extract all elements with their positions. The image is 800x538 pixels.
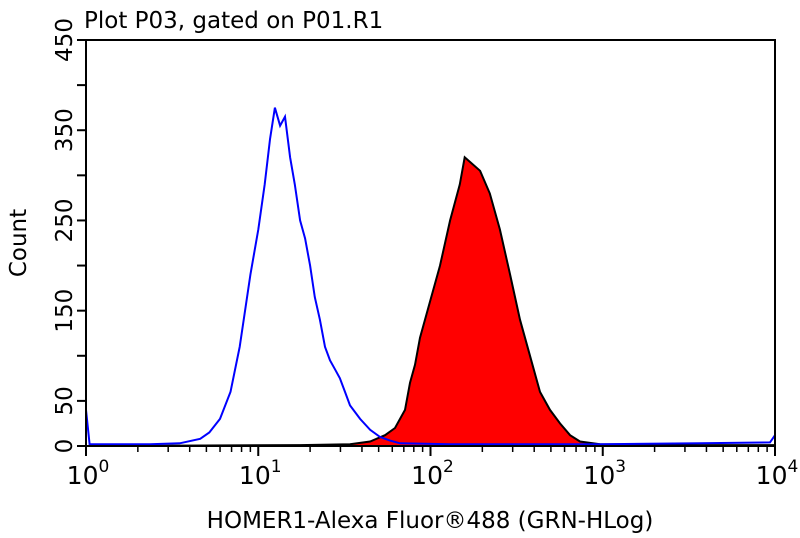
x-tick-base: 10 — [583, 461, 615, 490]
chart-title: Plot P03, gated on P01.R1 — [84, 8, 383, 34]
x-tick-exponent: 0 — [98, 457, 109, 477]
x-tick-label: 103 — [583, 457, 626, 490]
series-0-line — [85, 107, 776, 446]
y-tick-label: 250 — [52, 198, 78, 242]
x-tick-exponent: 4 — [787, 457, 798, 477]
y-tick-label: 350 — [52, 108, 78, 152]
x-tick-base: 10 — [239, 461, 271, 490]
y-tick-label: 150 — [52, 289, 78, 333]
x-tick-exponent: 3 — [615, 457, 626, 477]
x-tick-label: 104 — [756, 457, 799, 490]
plot-area — [85, 107, 776, 447]
x-tick-label: 100 — [67, 457, 110, 490]
x-tick-exponent: 1 — [271, 457, 282, 477]
y-tick-label: 450 — [52, 18, 78, 62]
y-axis-label: Count — [6, 209, 32, 277]
x-tick-base: 10 — [411, 461, 443, 490]
y-tick-label: 0 — [52, 439, 78, 454]
x-tick-exponent: 2 — [443, 457, 454, 477]
series-1-outline — [85, 155, 775, 447]
x-tick-label: 102 — [411, 457, 454, 490]
x-tick-base: 10 — [67, 461, 99, 490]
x-tick-label: 101 — [239, 457, 282, 490]
x-axis-label: HOMER1-Alexa Fluor®488 (GRN-HLog) — [207, 508, 654, 534]
y-tick-label: 50 — [52, 386, 78, 415]
x-tick-base: 10 — [756, 461, 788, 490]
